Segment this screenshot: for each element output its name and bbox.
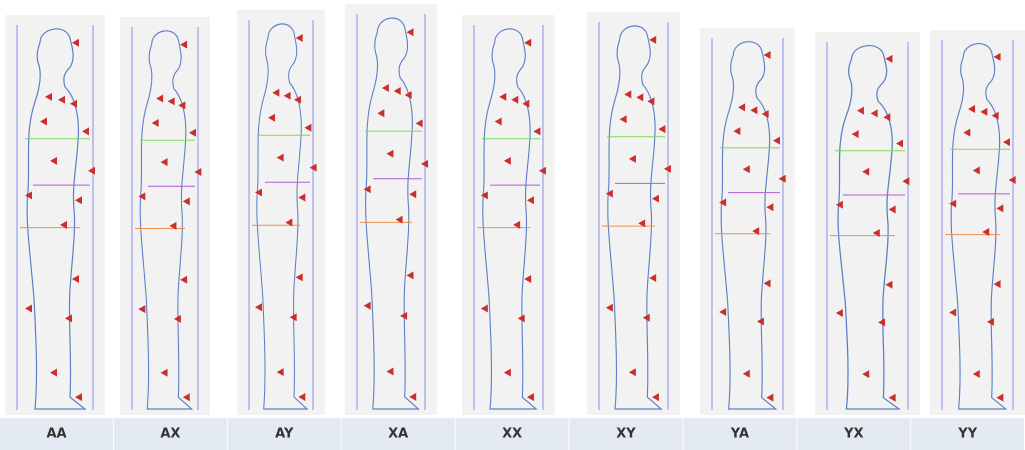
panel: AX [114, 17, 227, 450]
panel-bg [462, 15, 555, 415]
panel-bg [120, 17, 210, 415]
panel: YX [797, 32, 920, 450]
panel-label: YX [843, 427, 863, 442]
figure: AA AX AY XA XX XY YA YX YY [0, 0, 1025, 450]
panel-label: XY [616, 427, 636, 442]
panel-label: AY [275, 427, 294, 442]
panel-label: XX [502, 427, 522, 442]
panel: YY [911, 30, 1025, 450]
panel: XY [570, 12, 683, 450]
panel-bg [5, 15, 105, 415]
panel: XX [456, 15, 569, 450]
panel: AY [228, 10, 341, 450]
panel: YA [683, 28, 796, 450]
panel-bg [237, 10, 325, 415]
panel-label: XA [388, 427, 408, 442]
panel-bg [815, 32, 920, 415]
panel: XA [342, 4, 455, 450]
panel-label: YA [730, 427, 749, 442]
panel-bg [587, 12, 680, 415]
panel-label: AX [160, 427, 180, 442]
panel-bg [700, 28, 795, 415]
panel: AA [0, 15, 113, 450]
panel-bg [930, 30, 1025, 415]
panel-bg [345, 4, 437, 415]
panel-label: AA [46, 427, 66, 442]
panel-label: YY [957, 427, 977, 442]
